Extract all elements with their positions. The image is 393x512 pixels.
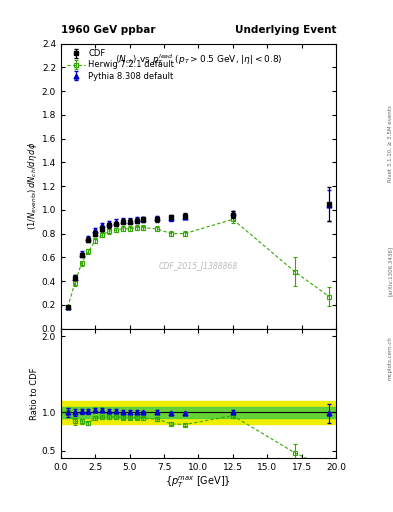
Text: mcplots.cern.ch: mcplots.cern.ch xyxy=(387,336,392,380)
Text: [arXiv:1306.3436]: [arXiv:1306.3436] xyxy=(387,246,392,296)
Text: Underlying Event: Underlying Event xyxy=(235,25,336,35)
Text: 1960 GeV ppbar: 1960 GeV ppbar xyxy=(61,25,155,35)
Y-axis label: $(1/N_{events})\, dN_{ch}/d\eta\, d\phi$: $(1/N_{events})\, dN_{ch}/d\eta\, d\phi$ xyxy=(26,142,39,230)
Text: $\langle N_{ch}\rangle$ vs $p_T^{lead}$ ($p_T > 0.5$ GeV, $|\eta| < 0.8$): $\langle N_{ch}\rangle$ vs $p_T^{lead}$ … xyxy=(115,52,282,67)
Bar xyxy=(61,401,336,424)
Y-axis label: Ratio to CDF: Ratio to CDF xyxy=(30,367,39,420)
Text: CDF_2015_I1388868: CDF_2015_I1388868 xyxy=(159,262,238,270)
Legend: CDF, Herwig 7.2.1 default, Pythia 8.308 default: CDF, Herwig 7.2.1 default, Pythia 8.308 … xyxy=(65,48,176,82)
Text: Rivet 3.1.10, ≥ 3.5M events: Rivet 3.1.10, ≥ 3.5M events xyxy=(387,105,392,182)
Bar xyxy=(61,407,336,418)
X-axis label: $\{p_T^{max}$ [GeV]$\}$: $\{p_T^{max}$ [GeV]$\}$ xyxy=(165,475,231,490)
